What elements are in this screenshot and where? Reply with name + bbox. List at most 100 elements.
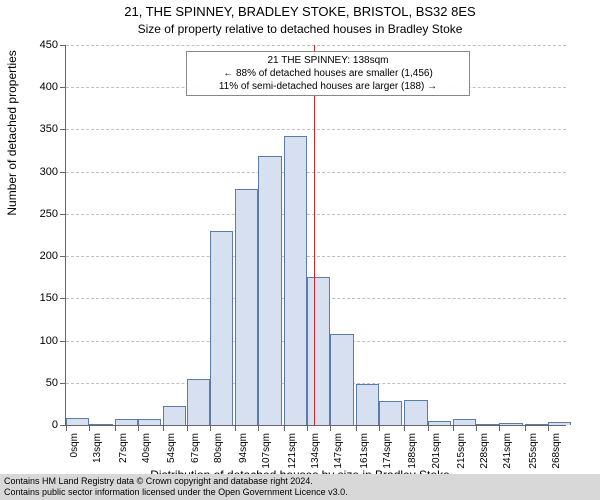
histogram-bar	[356, 384, 379, 425]
xtick-label: 161sqm	[359, 433, 370, 469]
xtick-label: 27sqm	[118, 433, 129, 463]
annotation-box: 21 THE SPINNEY: 138sqm ← 88% of detached…	[186, 51, 470, 96]
ytick	[60, 214, 66, 215]
gridline	[66, 45, 566, 46]
histogram-bar	[476, 424, 499, 425]
ytick-label: 150	[40, 292, 58, 304]
histogram-bar	[187, 379, 210, 425]
ytick-label: 0	[52, 419, 58, 431]
annotation-line2: ← 88% of detached houses are smaller (1,…	[193, 67, 463, 80]
chart-container: 21, THE SPINNEY, BRADLEY STOKE, BRISTOL,…	[0, 0, 600, 500]
xtick-label: 80sqm	[213, 433, 224, 463]
ytick-label: 100	[40, 335, 58, 347]
xtick	[66, 425, 67, 431]
ytick-label: 400	[40, 81, 58, 93]
xtick-label: 54sqm	[166, 433, 177, 463]
ytick-label: 350	[40, 123, 58, 135]
gridline	[66, 129, 566, 130]
xtick-label: 174sqm	[382, 433, 393, 469]
xtick-label: 201sqm	[431, 433, 442, 469]
annotation-line1: 21 THE SPINNEY: 138sqm	[193, 54, 463, 67]
xtick	[115, 425, 116, 431]
xtick	[379, 425, 380, 431]
histogram-bar	[307, 277, 330, 425]
ytick-label: 200	[40, 250, 58, 262]
ytick	[60, 87, 66, 88]
xtick	[548, 425, 549, 431]
xtick	[258, 425, 259, 431]
histogram-bar	[258, 156, 281, 425]
xtick	[356, 425, 357, 431]
chart-title: 21, THE SPINNEY, BRADLEY STOKE, BRISTOL,…	[0, 4, 600, 19]
xtick	[525, 425, 526, 431]
xtick	[404, 425, 405, 431]
ytick	[60, 45, 66, 46]
xtick-label: 13sqm	[92, 433, 103, 463]
xtick	[210, 425, 211, 431]
histogram-bar	[548, 422, 571, 425]
ytick-label: 300	[40, 166, 58, 178]
histogram-bar	[138, 419, 161, 425]
xtick-label: 40sqm	[141, 433, 152, 463]
xtick	[499, 425, 500, 431]
xtick	[428, 425, 429, 431]
xtick	[284, 425, 285, 431]
histogram-bar	[428, 421, 451, 425]
xtick-label: 228sqm	[479, 433, 490, 469]
footer-line1: Contains HM Land Registry data © Crown c…	[4, 476, 596, 487]
xtick	[163, 425, 164, 431]
histogram-bar	[284, 136, 307, 425]
xtick-label: 94sqm	[238, 433, 249, 463]
histogram-bar	[66, 418, 89, 425]
xtick-label: 255sqm	[528, 433, 539, 469]
histogram-bar	[453, 419, 476, 425]
histogram-bar	[210, 231, 233, 425]
histogram-bar	[499, 423, 522, 425]
xtick-label: 215sqm	[456, 433, 467, 469]
histogram-bar	[525, 424, 548, 425]
ytick	[60, 298, 66, 299]
xtick-label: 67sqm	[190, 433, 201, 463]
histogram-bar	[163, 406, 186, 425]
xtick-label: 107sqm	[261, 433, 272, 469]
histogram-bar	[115, 419, 138, 425]
xtick-label: 188sqm	[407, 433, 418, 469]
reference-line	[314, 45, 315, 425]
y-axis-label: Number of detached properties	[5, 50, 19, 215]
gridline	[66, 256, 566, 257]
xtick	[187, 425, 188, 431]
xtick	[453, 425, 454, 431]
xtick-label: 147sqm	[333, 433, 344, 469]
chart-subtitle: Size of property relative to detached ho…	[0, 22, 600, 36]
xtick-label: 241sqm	[502, 433, 513, 469]
xtick-label: 0sqm	[69, 433, 80, 457]
xtick	[476, 425, 477, 431]
xtick	[330, 425, 331, 431]
histogram-bar	[404, 400, 427, 425]
annotation-line3: 11% of semi-detached houses are larger (…	[193, 80, 463, 93]
gridline	[66, 172, 566, 173]
xtick-label: 134sqm	[310, 433, 321, 469]
histogram-bar	[330, 334, 353, 425]
gridline	[66, 214, 566, 215]
histogram-bar	[235, 189, 258, 425]
plot-area: 0501001502002503003504004500sqm13sqm27sq…	[65, 45, 566, 426]
ytick	[60, 383, 66, 384]
ytick	[60, 341, 66, 342]
ytick	[60, 256, 66, 257]
histogram-bar	[379, 401, 402, 425]
footer: Contains HM Land Registry data © Crown c…	[0, 474, 600, 500]
xtick	[235, 425, 236, 431]
ytick	[60, 129, 66, 130]
xtick	[89, 425, 90, 431]
ytick-label: 250	[40, 208, 58, 220]
xtick	[138, 425, 139, 431]
ytick-label: 50	[46, 377, 58, 389]
ytick	[60, 172, 66, 173]
xtick	[307, 425, 308, 431]
ytick-label: 450	[40, 39, 58, 51]
histogram-bar	[89, 424, 112, 425]
xtick-label: 121sqm	[287, 433, 298, 469]
xtick-label: 268sqm	[551, 433, 562, 469]
footer-line2: Contains public sector information licen…	[4, 487, 596, 498]
